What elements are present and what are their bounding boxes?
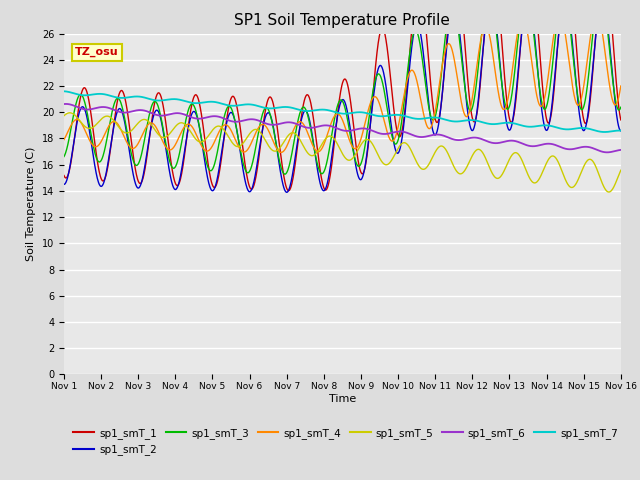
sp1_smT_7 [601,129,609,135]
sp1_smT_2 [170,186,178,192]
sp1_smT_2 [246,189,254,194]
Line: sp1_smT_1: sp1_smT_1 [64,0,621,191]
sp1_smT_3 [60,154,68,159]
sp1_smT_4 [593,11,601,16]
sp1_smT_1 [170,177,178,183]
Legend: sp1_smT_1, sp1_smT_2, sp1_smT_3, sp1_smT_4, sp1_smT_5, sp1_smT_6, sp1_smT_7: sp1_smT_1, sp1_smT_2, sp1_smT_3, sp1_smT… [69,424,622,459]
sp1_smT_4 [551,25,559,31]
Line: sp1_smT_5: sp1_smT_5 [64,113,621,192]
sp1_smT_3 [246,168,254,173]
Line: sp1_smT_3: sp1_smT_3 [64,0,621,174]
sp1_smT_3 [617,104,625,110]
sp1_smT_1 [285,188,292,193]
sp1_smT_3 [551,37,559,43]
sp1_smT_7 [170,96,178,102]
sp1_smT_5 [605,189,612,195]
Line: sp1_smT_6: sp1_smT_6 [64,104,621,152]
sp1_smT_4 [184,121,191,127]
sp1_smT_6 [429,132,437,138]
sp1_smT_5 [429,153,437,159]
sp1_smT_5 [171,124,179,130]
Title: SP1 Soil Temperature Profile: SP1 Soil Temperature Profile [234,13,451,28]
sp1_smT_1 [617,117,625,123]
sp1_smT_3 [502,104,509,110]
sp1_smT_3 [281,171,289,177]
Line: sp1_smT_4: sp1_smT_4 [64,13,621,152]
X-axis label: Time: Time [329,394,356,404]
sp1_smT_2 [551,71,559,77]
sp1_smT_2 [617,128,625,134]
sp1_smT_6 [246,116,254,122]
sp1_smT_2 [60,181,68,187]
sp1_smT_1 [502,89,509,95]
sp1_smT_5 [617,168,625,173]
Y-axis label: Soil Temperature (C): Soil Temperature (C) [26,147,36,261]
sp1_smT_5 [551,154,559,160]
sp1_smT_5 [66,110,74,116]
sp1_smT_6 [617,147,625,153]
sp1_smT_6 [502,138,509,144]
sp1_smT_4 [502,104,509,109]
sp1_smT_1 [246,185,254,191]
sp1_smT_1 [184,127,191,133]
sp1_smT_6 [184,113,192,119]
sp1_smT_7 [429,115,436,120]
sp1_smT_7 [184,99,191,105]
sp1_smT_7 [246,102,254,108]
sp1_smT_4 [429,118,437,124]
sp1_smT_7 [551,124,559,130]
Text: TZ_osu: TZ_osu [75,47,119,58]
sp1_smT_7 [617,128,625,133]
sp1_smT_6 [62,101,70,107]
sp1_smT_5 [184,125,192,131]
sp1_smT_5 [502,164,509,170]
sp1_smT_2 [429,129,437,134]
sp1_smT_6 [171,110,179,116]
Line: sp1_smT_2: sp1_smT_2 [64,0,621,192]
sp1_smT_2 [561,0,569,2]
sp1_smT_2 [184,128,191,133]
sp1_smT_1 [60,173,68,179]
sp1_smT_3 [429,117,437,123]
sp1_smT_1 [552,72,559,77]
sp1_smT_5 [246,130,254,135]
sp1_smT_4 [277,149,285,155]
sp1_smT_2 [502,116,509,121]
sp1_smT_4 [60,137,68,143]
sp1_smT_4 [246,143,254,148]
sp1_smT_1 [429,104,437,110]
sp1_smT_4 [617,83,625,89]
sp1_smT_7 [60,88,68,94]
sp1_smT_3 [184,109,191,115]
sp1_smT_4 [170,144,178,149]
sp1_smT_7 [502,120,509,126]
sp1_smT_6 [604,149,611,155]
sp1_smT_6 [60,101,68,107]
sp1_smT_2 [283,190,291,195]
Line: sp1_smT_7: sp1_smT_7 [64,91,621,132]
sp1_smT_6 [551,142,559,148]
sp1_smT_3 [170,165,178,171]
sp1_smT_5 [60,113,68,119]
